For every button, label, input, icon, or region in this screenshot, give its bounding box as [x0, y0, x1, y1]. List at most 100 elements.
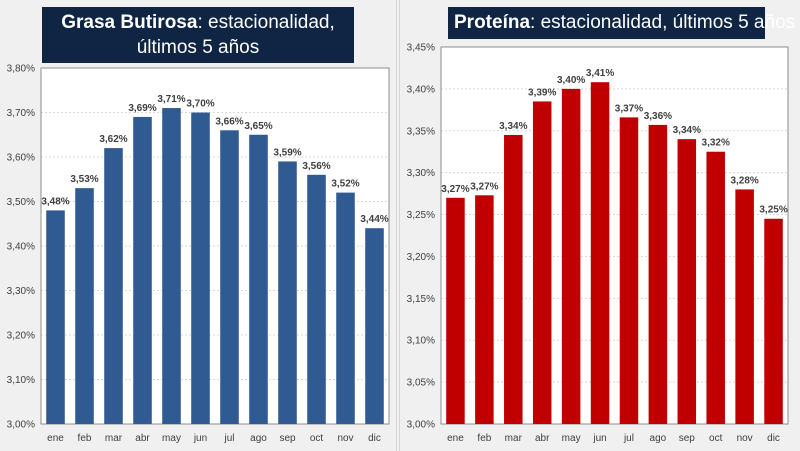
- protein-chart-y-tick-label: 3,00%: [407, 420, 435, 431]
- protein-chart-bar-abr: [532, 101, 552, 424]
- protein-chart-x-tick-label-nov: nov: [737, 433, 753, 444]
- fat-chart-bar-ago: [249, 134, 268, 424]
- protein-chart-x-tick-label-ago: ago: [650, 433, 667, 444]
- fat-chart-y-tick-label: 3,10%: [7, 375, 35, 386]
- fat-chart-x-tick-label-jun: jun: [193, 433, 207, 444]
- fat-chart-y-tick-label: 3,00%: [7, 420, 35, 431]
- protein-chart-y-tick-label: 3,40%: [407, 84, 435, 95]
- fat-chart-x-tick-label-oct: oct: [310, 433, 324, 444]
- protein-chart-bar-dic: [764, 218, 783, 424]
- fat-chart-bar-oct: [307, 174, 326, 424]
- protein-chart-title: Proteína: estacionalidad, últimos 5 años: [448, 7, 795, 39]
- fat-chart-data-label-dic: 3,44%: [360, 214, 388, 225]
- protein-chart-data-label-feb: 3,27%: [470, 181, 498, 192]
- fat-chart-bar-ene: [46, 210, 65, 424]
- protein-chart-data-label-sep: 3,34%: [673, 125, 701, 136]
- protein-chart-x-tick-label-sep: sep: [679, 433, 696, 444]
- fat-chart-y-tick-label: 3,40%: [7, 242, 35, 253]
- protein-chart-data-label-abr: 3,39%: [528, 87, 556, 98]
- protein-chart-y-tick-label: 3,10%: [407, 336, 435, 347]
- fat-chart-x-tick-label-abr: abr: [135, 433, 150, 444]
- protein-chart-svg: 3,00% 3,05% 3,10% 3,15% 3,20% 3,25% 3,30% 3,35%…: [407, 43, 789, 444]
- fat-chart-title-rest: : estacionalidad, últimos 5 años: [136, 12, 335, 58]
- protein-chart-plot-area: [440, 46, 789, 425]
- fat-chart-y-tick-label: 3,50%: [7, 197, 35, 208]
- fat-chart-x-tick-label-sep: sep: [279, 433, 296, 444]
- protein-chart-y-tick-label: 3,05%: [407, 378, 435, 389]
- protein-chart-x-tick-label-jun: jun: [592, 433, 606, 444]
- fat-chart-data-label-abr: 3,69%: [128, 103, 156, 114]
- protein-chart-bar-sep: [677, 139, 697, 424]
- protein-chart-x-tick-label-abr: abr: [535, 433, 550, 444]
- protein-chart-bar-jul: [619, 117, 639, 424]
- protein-chart-panel: Proteína: estacionalidad, últimos 5 años…: [399, 0, 800, 451]
- protein-chart-bar-oct: [706, 151, 725, 424]
- fat-chart-x-tick-label-jul: jul: [223, 433, 234, 444]
- protein-chart-data-label-oct: 3,32%: [702, 138, 730, 149]
- protein-chart-data-label-jul: 3,37%: [615, 103, 643, 114]
- fat-chart-bar-may: [162, 108, 181, 425]
- protein-chart-data-label-dic: 3,25%: [759, 205, 787, 216]
- protein-chart-bar-nov: [735, 189, 754, 424]
- fat-chart-y-tick-label: 3,20%: [7, 331, 35, 342]
- fat-chart-data-label-sep: 3,59%: [273, 147, 301, 158]
- protein-chart-bar-may: [561, 88, 581, 424]
- fat-chart-data-label-ago: 3,65%: [244, 121, 272, 132]
- fat-chart-x-tick-label-dic: dic: [368, 433, 381, 444]
- fat-chart-data-label-jul: 3,66%: [215, 116, 243, 127]
- fat-chart-data-label-feb: 3,53%: [70, 174, 98, 185]
- protein-chart-x-tick-label-dic: dic: [767, 433, 780, 444]
- protein-chart-bar-mar: [504, 134, 523, 424]
- protein-chart-x-tick-label-may: may: [562, 433, 581, 444]
- fat-chart-bar-abr: [133, 116, 152, 424]
- protein-chart-x-tick-label-ene: ene: [447, 433, 464, 444]
- fat-chart-data-label-may: 3,71%: [157, 94, 185, 105]
- protein-chart-data-label-nov: 3,28%: [730, 175, 758, 186]
- fat-chart-x-tick-label-ago: ago: [250, 433, 267, 444]
- fat-chart-y-tick-label: 3,70%: [7, 108, 35, 119]
- fat-chart-x-tick-label-feb: feb: [78, 433, 92, 444]
- fat-chart-x-tick-label-ene: ene: [47, 433, 64, 444]
- fat-chart-data-label-oct: 3,56%: [302, 161, 330, 172]
- fat-chart-x-tick-label-may: may: [162, 433, 181, 444]
- fat-chart-y-tick-label: 3,30%: [7, 286, 35, 297]
- protein-chart-y-tick-label: 3,20%: [407, 252, 435, 263]
- fat-chart-bar-mar: [104, 148, 123, 424]
- fat-chart-data-label-nov: 3,52%: [331, 179, 359, 190]
- protein-chart-bar-ago: [648, 124, 668, 424]
- protein-chart-x-tick-label-feb: feb: [477, 433, 491, 444]
- fat-chart-y-tick-label: 3,60%: [7, 153, 35, 164]
- protein-chart-x-tick-label-mar: mar: [505, 433, 523, 444]
- fat-chart-svg: 3,00% 3,10% 3,20% 3,30% 3,40% 3,50% 3,60% 3,70%…: [7, 64, 390, 444]
- protein-chart-data-label-ago: 3,36%: [644, 111, 672, 122]
- fat-chart-bar-sep: [278, 161, 297, 424]
- fat-chart-bar-jul: [220, 130, 239, 425]
- fat-chart-bar-jun: [191, 112, 210, 424]
- fat-chart-bar-dic: [365, 228, 384, 424]
- protein-chart-data-label-jun: 3,41%: [586, 68, 614, 79]
- fat-chart-data-label-jun: 3,70%: [186, 99, 214, 110]
- protein-chart-y-tick-label: 3,30%: [407, 168, 435, 179]
- protein-chart-y-tick-label: 3,45%: [407, 43, 435, 54]
- protein-chart-bar-jun: [590, 82, 610, 424]
- protein-chart-x-tick-label-oct: oct: [709, 433, 723, 444]
- protein-chart-title-rest: : estacionalidad, últimos 5 años: [530, 12, 796, 33]
- protein-chart-data-label-ene: 3,27%: [441, 184, 469, 195]
- fat-chart-x-tick-label-mar: mar: [105, 433, 123, 444]
- fat-chart-title: Grasa Butirosa: estacionalidad, últimos …: [42, 7, 354, 63]
- fat-chart-data-label-mar: 3,62%: [99, 134, 127, 145]
- protein-chart-data-label-may: 3,40%: [557, 75, 585, 86]
- fat-chart-data-label-ene: 3,48%: [41, 196, 69, 207]
- protein-chart-bar-ene: [446, 197, 465, 424]
- protein-chart-y-tick-label: 3,35%: [407, 126, 435, 137]
- protein-chart-title-bold: Proteína: [454, 12, 531, 33]
- protein-chart-bar-feb: [475, 195, 494, 424]
- protein-chart-x-tick-label-jul: jul: [623, 433, 634, 444]
- protein-chart-y-tick-label: 3,25%: [407, 210, 435, 221]
- fat-chart-y-tick-label: 3,80%: [7, 64, 35, 75]
- fat-chart-title-bold: Grasa Butirosa: [61, 12, 198, 33]
- protein-chart-y-tick-label: 3,15%: [407, 294, 435, 305]
- protein-chart-data-label-mar: 3,34%: [499, 121, 527, 132]
- fat-chart-bar-feb: [75, 188, 94, 424]
- fat-chart-panel: Grasa Butirosa: estacionalidad, últimos …: [0, 0, 397, 451]
